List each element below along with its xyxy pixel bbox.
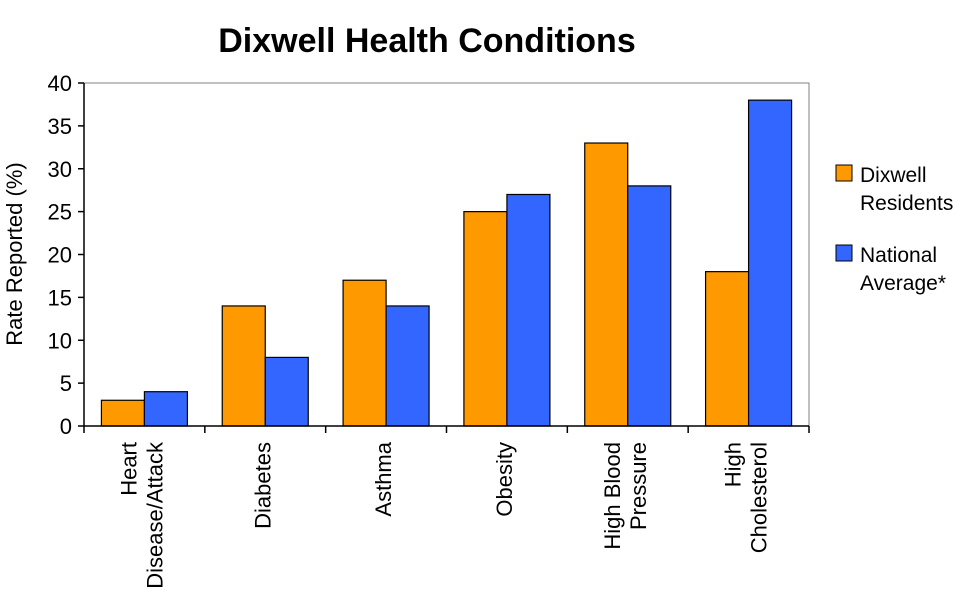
bars-group [100,99,793,427]
y-tick-label: 30 [48,157,72,182]
x-tick-label: Diabetes [250,442,275,529]
y-tick-label: 40 [48,71,72,96]
bar-dixwell-1 [221,305,266,427]
bar-dixwell-3 [463,211,508,427]
y-tick-label: 5 [60,371,72,396]
chart-title: Dixwell Health Conditions [218,22,635,60]
legend-swatch-dixwell [835,164,853,182]
y-tick-label: 20 [48,243,72,268]
x-tick-label: Asthma [371,441,396,516]
y-tick-label: 35 [48,114,72,139]
bar-national-4 [627,185,672,427]
bar-national-5 [747,99,793,427]
bar-dixwell-4 [584,142,629,427]
x-tick-label: High BloodPressure [600,442,651,550]
x-tick-label: Obesity [492,442,517,517]
bar-dixwell-5 [704,271,750,427]
bar-national-3 [506,193,551,427]
x-tick-label: HighCholesterol [721,442,772,553]
legend-label-dixwell: Dixwell Residents [860,164,953,215]
y-tick-label: 0 [60,414,72,439]
plot-area [83,82,810,427]
y-tick-label: 25 [48,200,72,225]
y-axis-label: Rate Reported (%) [2,162,27,345]
bar-national-1 [264,356,309,427]
x-ticks-group: HeartDisease/Attack Diabetes Asthma Obesity… [116,441,771,589]
legend-swatch-national [835,244,853,262]
y-tick-label: 10 [48,328,72,353]
bar-national-0 [143,391,189,427]
bar-dixwell-0 [100,399,146,427]
x-tick-label: HeartDisease/Attack [116,441,167,589]
bar-dixwell-2 [342,279,387,427]
y-ticks-group: 0 5 10 15 20 25 30 35 40 [48,71,84,439]
bar-national-2 [385,305,430,427]
y-tick-label: 15 [48,285,72,310]
legend-label-national: National Average* [860,244,946,295]
legend: Dixwell Residents National Average* [835,164,953,295]
